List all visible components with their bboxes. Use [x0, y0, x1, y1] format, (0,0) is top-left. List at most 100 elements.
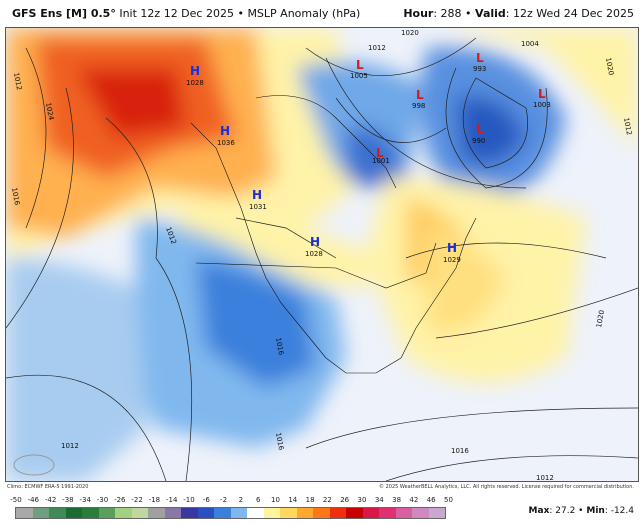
colorbar-tick: 2 [238, 496, 244, 504]
colorbar-swatch [247, 508, 264, 518]
low-center: L [356, 58, 364, 72]
colorbar-tick: -46 [27, 496, 40, 504]
colorbar-swatch [346, 508, 363, 518]
high-center: H [310, 235, 320, 249]
center-value: 998 [412, 102, 425, 110]
map-title: GFS Ens [M] 0.5° Init 12z 12 Dec 2025 • … [12, 7, 360, 20]
colorbar-tick: 30 [357, 496, 367, 504]
center-value: 1028 [305, 250, 323, 258]
colorbar-tick: 22 [322, 496, 332, 504]
colorbar-tick: -30 [96, 496, 109, 504]
colorbar-swatch [230, 508, 247, 518]
colorbar-swatch [16, 508, 33, 518]
high-center: H [447, 241, 457, 255]
isobar-label: 1012 [12, 72, 23, 91]
hour-label: Hour [403, 7, 434, 20]
colorbar [15, 507, 446, 519]
colorbar-swatch [181, 508, 198, 518]
colorbar-swatch [296, 508, 313, 518]
high-center: H [220, 124, 230, 138]
colorbar-ticks: -50 -46 -42 -38 -34 -30 -26 -22 -18 -14 -10 -6 -2 2 6 1… [8, 496, 458, 506]
colorbar-tick: 10 [271, 496, 280, 504]
climo-note: Climo: ECMWF ERA-5 1991-2020 [7, 484, 89, 490]
center-value: 1031 [249, 203, 267, 211]
valid-value: : 12z Wed 24 Dec 2025 [505, 7, 634, 20]
colorbar-tick: 50 [444, 496, 453, 504]
center-value: 990 [472, 137, 485, 145]
max-label: Max [528, 506, 550, 516]
isobar-label: 1012 [536, 474, 554, 482]
colorbar-swatch [329, 508, 346, 518]
low-center: L [476, 51, 484, 65]
isobar-label: 1020 [604, 57, 615, 76]
isobar-label: 1012 [61, 442, 79, 450]
colorbar-tick: 34 [374, 496, 384, 504]
max-min: Max: 27.2 • Min: -12.4 [529, 506, 634, 516]
colorbar-tick: -2 [220, 496, 228, 504]
colorbar-swatch [65, 508, 82, 518]
copyright: © 2025 WeatherBELL Analytics, LLC. All r… [379, 484, 634, 490]
hour-value: : 288 • [433, 7, 476, 20]
colorbar-swatch [395, 508, 412, 518]
min-value: : -12.4 [604, 506, 634, 516]
colorbar-swatch [32, 508, 49, 518]
colorbar-tick: 38 [392, 496, 402, 504]
center-value: 1003 [533, 101, 551, 109]
colorbar-swatch [197, 508, 214, 518]
colorbar-tick: -34 [79, 496, 91, 504]
colorbar-swatch [214, 508, 231, 518]
low-center: L [376, 146, 384, 160]
colorbar-tick: 26 [340, 496, 350, 504]
colorbar-tick: -14 [165, 496, 178, 504]
isobar-label: 1004 [521, 40, 539, 48]
colorbar-tick: 14 [288, 496, 298, 504]
colorbar-swatch [115, 508, 132, 518]
isobar-label: 1016 [274, 432, 285, 451]
center-value: 1036 [217, 139, 235, 147]
isobar-label: 1016 [274, 337, 285, 356]
valid-label: Valid [475, 7, 506, 20]
center-value: 993 [473, 65, 486, 73]
colorbar-swatch [148, 508, 165, 518]
weatherbell-logo [13, 454, 55, 476]
min-label: Min [586, 506, 605, 516]
model-name: GFS Ens [M] 0.5 [12, 7, 111, 20]
isobar-label: 1012 [368, 44, 386, 52]
colorbar-swatch [412, 508, 429, 518]
colorbar-swatch [82, 508, 99, 518]
isobar-label: 1012 [622, 117, 633, 136]
colorbar-swatch [280, 508, 297, 518]
colorbar-tick: -42 [44, 496, 57, 504]
colorbar-swatch [263, 508, 280, 518]
isobar-label: 1020 [595, 309, 606, 328]
colorbar-swatch [379, 508, 396, 518]
colorbar-swatch [49, 508, 66, 518]
colorbar-tick: -50 [10, 496, 22, 504]
colorbar-swatch [313, 508, 330, 518]
degree: ° [110, 7, 116, 20]
colorbar-swatch [362, 508, 379, 518]
colorbar-tick: -10 [183, 496, 195, 504]
center-value: 1001 [372, 157, 390, 165]
high-center: H [252, 188, 262, 202]
low-center: L [416, 88, 424, 102]
colorbar-tick: -18 [148, 496, 161, 504]
colorbar-tick: -6 [202, 496, 210, 504]
colorbar-swatch [428, 508, 445, 518]
center-value: 1028 [186, 79, 204, 87]
center-value: 1005 [350, 72, 368, 80]
center-value: 1029 [443, 256, 461, 264]
colorbar-swatch [98, 508, 115, 518]
isobar-label: 1024 [44, 102, 55, 121]
init-info: Init 12z 12 Dec 2025 • MSLP Anomaly (hPa… [115, 7, 361, 20]
low-center: L [538, 87, 546, 101]
colorbar-tick: 6 [255, 496, 261, 504]
high-center: H [190, 64, 200, 78]
isobar-label: 1016 [10, 187, 21, 206]
colorbar-tick: 18 [305, 496, 315, 504]
colorbar-tick: -38 [62, 496, 74, 504]
colorbar-tick: 42 [409, 496, 419, 504]
isobar-label: 1016 [451, 447, 469, 455]
